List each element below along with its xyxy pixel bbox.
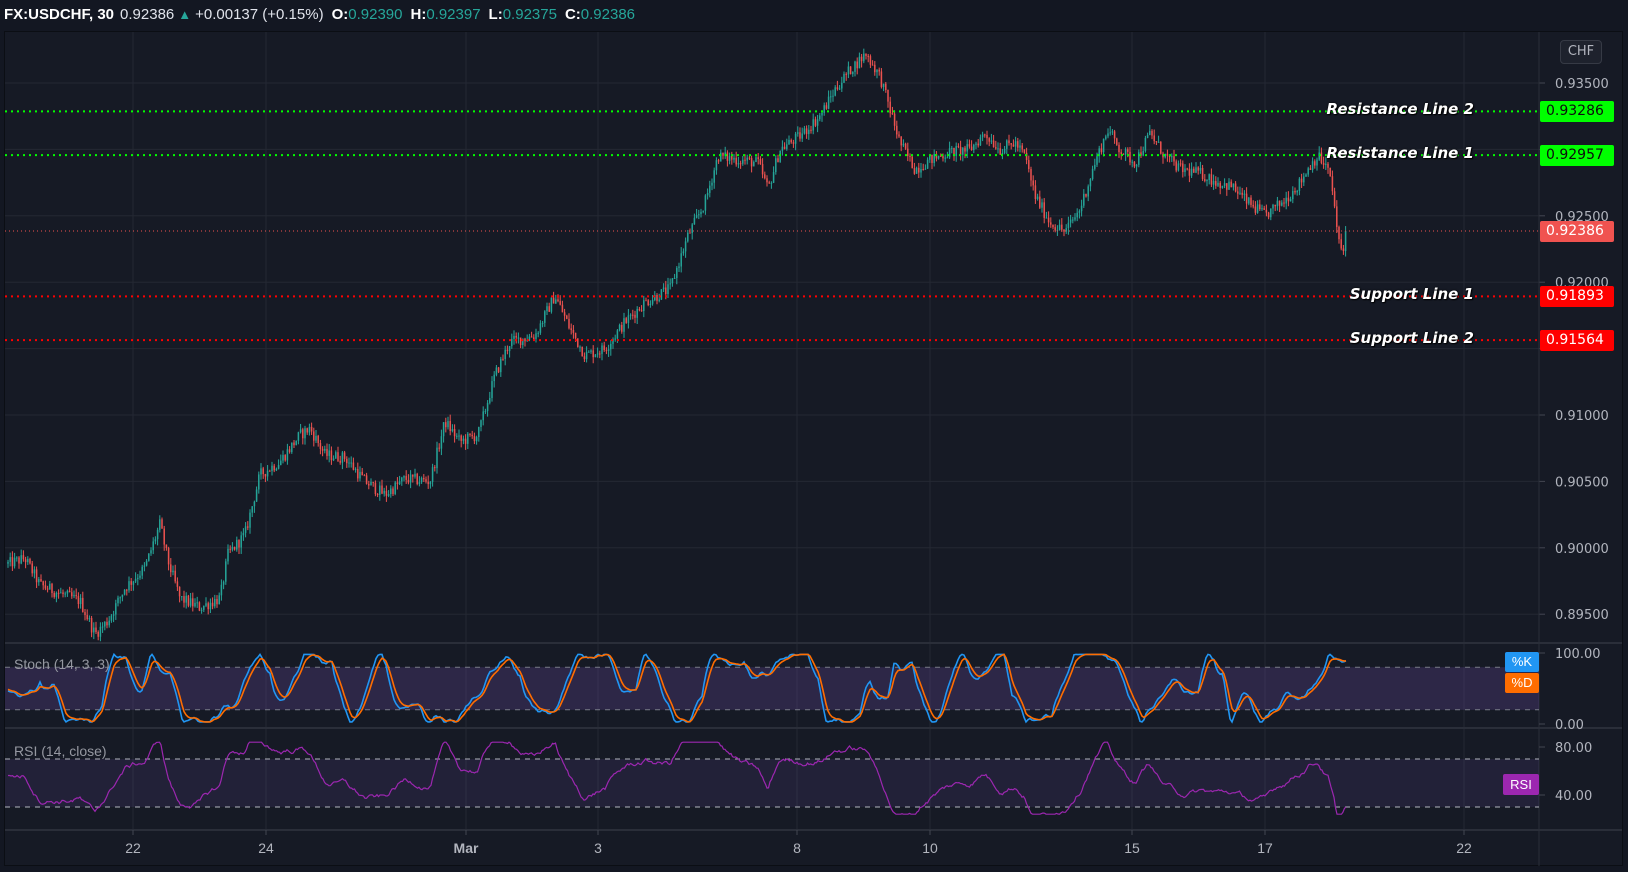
- time-label-8: 22: [1456, 840, 1472, 856]
- svg-text:0.90500: 0.90500: [1555, 475, 1609, 490]
- level-label-0[interactable]: Resistance Line 2: [1326, 100, 1474, 119]
- svg-text:0.93500: 0.93500: [1555, 77, 1609, 92]
- last-price-tag: 0.92386: [1540, 220, 1614, 242]
- time-label-7: 17: [1257, 840, 1273, 856]
- level-price-tag-2: 0.91893: [1540, 286, 1614, 308]
- time-label-0: 22: [125, 840, 141, 856]
- svg-text:0.00: 0.00: [1555, 718, 1584, 733]
- stoch-d-badge: %D: [1505, 673, 1539, 693]
- last-price: 0.92386: [120, 5, 175, 23]
- high-value: 0.92397: [426, 5, 481, 23]
- low-label: L:: [488, 5, 503, 23]
- price-change: +0.00137 (+0.15%): [195, 5, 324, 23]
- time-label-2: Mar: [453, 840, 479, 856]
- level-label-2[interactable]: Support Line 1: [1349, 285, 1474, 304]
- level-price-tag-3: 0.91564: [1540, 330, 1614, 352]
- svg-text:100.00: 100.00: [1555, 647, 1601, 662]
- time-label-5: 10: [922, 840, 938, 856]
- time-label-1: 24: [258, 840, 274, 856]
- high-label: H:: [410, 5, 427, 23]
- stoch-k-badge: %K: [1505, 652, 1539, 672]
- close-label: C:: [564, 5, 581, 23]
- svg-text:0.90000: 0.90000: [1555, 542, 1609, 557]
- symbol-header: FX:USDCHF, 30 0.92386 ▲ +0.00137 (+0.15%…: [0, 0, 1628, 28]
- low-value: 0.92375: [502, 5, 557, 23]
- candles: [7, 48, 1347, 642]
- level-price-tag-1: 0.92957: [1540, 145, 1614, 167]
- level-price-tag-0: 0.93286: [1540, 101, 1614, 123]
- open-label: O:: [331, 5, 349, 23]
- time-label-6: 15: [1124, 840, 1140, 856]
- time-label-4: 8: [793, 840, 801, 856]
- rsi-badge: RSI: [1503, 774, 1539, 795]
- time-label-3: 3: [594, 840, 602, 856]
- svg-text:0.89500: 0.89500: [1555, 608, 1609, 623]
- svg-text:40.00: 40.00: [1555, 789, 1592, 804]
- up-arrow-icon: ▲: [178, 6, 192, 22]
- symbol-title[interactable]: FX:USDCHF, 30: [4, 5, 115, 23]
- level-label-3[interactable]: Support Line 2: [1349, 329, 1474, 348]
- svg-text:0.91000: 0.91000: [1555, 409, 1609, 424]
- open-value: 0.92390: [348, 5, 403, 23]
- level-label-1[interactable]: Resistance Line 1: [1326, 144, 1474, 163]
- svg-text:80.00: 80.00: [1555, 741, 1592, 756]
- close-value: 0.92386: [580, 5, 636, 23]
- chart-frame: [4, 31, 1623, 866]
- stoch-title[interactable]: Stoch (14, 3, 3): [14, 656, 110, 672]
- currency-button[interactable]: CHF: [1560, 40, 1602, 64]
- rsi-title[interactable]: RSI (14, close): [14, 743, 107, 759]
